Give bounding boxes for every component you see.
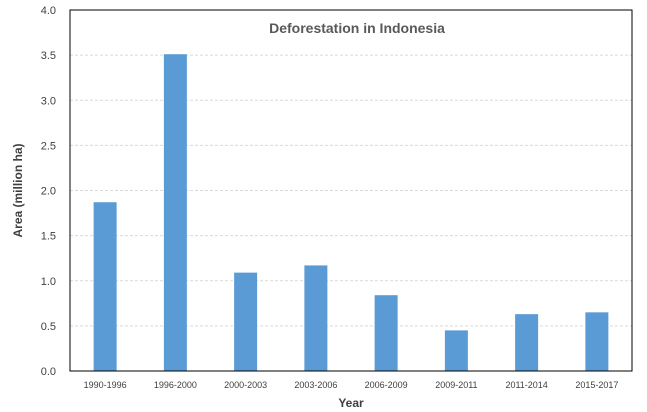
bar-2009-2011	[444, 330, 468, 371]
bar-1996-2000	[163, 54, 187, 371]
x-tick-label: 2009-2011	[435, 380, 477, 390]
plot-area-frame	[69, 9, 633, 372]
x-tick-label: 2006-2009	[365, 380, 408, 390]
x-tick-label: 2015-2017	[575, 380, 618, 390]
y-tick-label: 3.0	[41, 95, 56, 107]
x-tick-label: 2011-2014	[505, 380, 547, 390]
y-tick-label: 0.5	[41, 321, 56, 333]
y-tick-label: 4.0	[41, 5, 56, 17]
x-axis-title: Year	[338, 396, 364, 410]
y-tick-label: 2.0	[41, 186, 56, 198]
y-axis-ticks: 0.0 0.5 1.0 1.5 2.0 2.5 3.0 3.5 4.0	[41, 5, 56, 378]
y-tick-label: 3.5	[41, 50, 56, 62]
gridlines	[70, 54, 632, 327]
y-tick-label: 1.5	[41, 231, 56, 243]
x-tick-label: 1990-1996	[84, 380, 127, 390]
bar-2000-2003	[234, 272, 258, 371]
y-tick-label: 2.5	[41, 140, 56, 152]
x-tick-label: 1996-2000	[154, 380, 197, 390]
bar-2015-2017	[585, 312, 609, 371]
bar-1990-1996	[93, 202, 117, 371]
y-tick-label: 0.0	[41, 366, 56, 378]
x-axis-ticks: 1990-1996 1996-2000 2000-2003 2003-2006 2006…	[84, 380, 619, 390]
bar-2006-2009	[374, 295, 398, 371]
chart-title: Deforestation in Indonesia	[269, 20, 445, 36]
bar-2003-2006	[304, 265, 328, 371]
bars	[93, 54, 609, 371]
bar-2011-2014	[515, 314, 539, 371]
y-tick-label: 1.0	[41, 276, 56, 288]
y-axis-title: Area (million ha)	[11, 143, 25, 237]
x-tick-label: 2003-2006	[294, 380, 337, 390]
x-tick-label: 2000-2003	[224, 380, 267, 390]
